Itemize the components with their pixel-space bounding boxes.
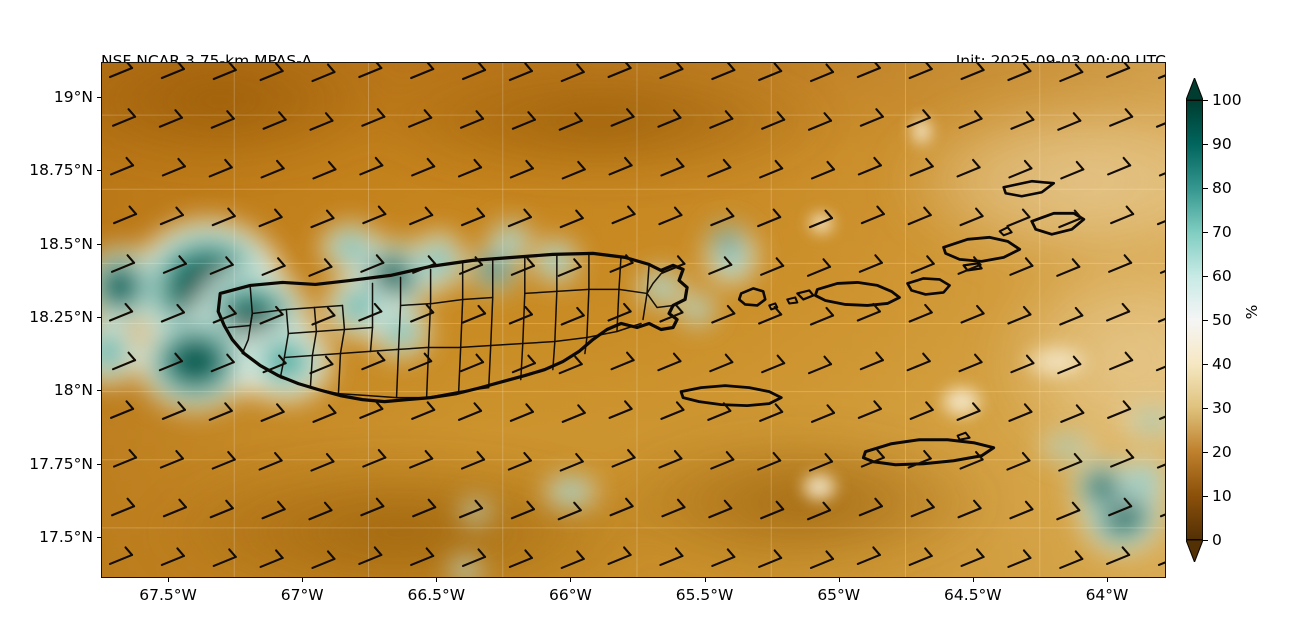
x-tick-label: 67°W xyxy=(280,586,324,604)
colorbar-tick-mark xyxy=(1203,408,1208,410)
y-tick-label: 18°N xyxy=(53,381,93,400)
y-tick-mark xyxy=(97,390,101,392)
colorbar-tick-mark xyxy=(1203,100,1208,102)
colorbar-tick-label: 80 xyxy=(1212,179,1232,197)
colorbar-tick-mark xyxy=(1203,540,1208,542)
colorbar-tick-mark xyxy=(1203,364,1208,366)
y-tick-mark xyxy=(97,97,101,99)
y-tick-label: 17.75°N xyxy=(29,454,93,473)
colorbar-tick-mark xyxy=(1203,496,1208,498)
y-tick-mark xyxy=(97,463,101,465)
x-tick-mark xyxy=(436,578,438,582)
x-tick-mark xyxy=(302,578,304,582)
colorbar-gradient xyxy=(1186,100,1203,540)
colorbar: 0 10 20 30 40 50 60 70 80 90 100 xyxy=(1186,78,1242,562)
colorbar-min-extension-arrow xyxy=(1186,540,1203,562)
colorbar-tick-mark xyxy=(1203,232,1208,234)
y-tick-mark xyxy=(97,170,101,172)
y-tick-mark xyxy=(97,536,101,538)
colorbar-tick-label: 30 xyxy=(1212,399,1232,417)
x-tick-mark xyxy=(704,578,706,582)
colorbar-tick-mark xyxy=(1203,144,1208,146)
y-tick-mark xyxy=(97,243,101,245)
colorbar-tick-mark xyxy=(1203,188,1208,190)
colorbar-tick-mark xyxy=(1203,452,1208,454)
colorbar-axis-label: % xyxy=(1243,304,1261,320)
x-tick-mark xyxy=(972,578,974,582)
colorbar-tick-label: 50 xyxy=(1212,311,1232,329)
map-plot-area xyxy=(101,62,1166,578)
colorbar-tick-label: 20 xyxy=(1212,443,1232,461)
y-tick-label: 18.75°N xyxy=(29,161,93,180)
x-tick-label: 66°W xyxy=(549,586,592,604)
map-gridlines xyxy=(102,63,1165,577)
x-tick-label: 65.5°W xyxy=(675,586,734,604)
colorbar-tick-label: 70 xyxy=(1212,223,1232,241)
x-tick-label: 64.5°W xyxy=(944,586,1002,604)
x-tick-label: 67.5°W xyxy=(139,586,197,604)
x-tick-mark xyxy=(838,578,840,582)
y-tick-label: 19°N xyxy=(53,88,93,107)
y-tick-mark xyxy=(97,317,101,319)
x-tick-label: 65°W xyxy=(817,586,861,604)
colorbar-tick-label: 90 xyxy=(1212,135,1232,153)
colorbar-tick-label: 60 xyxy=(1212,267,1232,285)
colorbar-tick-mark xyxy=(1203,320,1208,322)
colorbar-tick-label: 10 xyxy=(1212,487,1232,505)
y-tick-label: 18.25°N xyxy=(29,308,93,327)
relative-humidity-field xyxy=(102,63,1165,577)
x-tick-mark xyxy=(1106,578,1108,582)
colorbar-tick-label: 0 xyxy=(1212,531,1222,549)
x-tick-label: 66.5°W xyxy=(407,586,466,604)
y-tick-label: 17.5°N xyxy=(39,527,93,546)
x-tick-mark xyxy=(168,578,170,582)
colorbar-tick-mark xyxy=(1203,276,1208,278)
y-tick-label: 18.5°N xyxy=(39,234,93,253)
colorbar-tick-label: 100 xyxy=(1212,91,1242,109)
colorbar-tick-label: 40 xyxy=(1212,355,1232,373)
x-tick-mark xyxy=(570,578,572,582)
colorbar-max-extension-arrow xyxy=(1186,78,1203,100)
x-tick-label: 64°W xyxy=(1085,586,1129,604)
